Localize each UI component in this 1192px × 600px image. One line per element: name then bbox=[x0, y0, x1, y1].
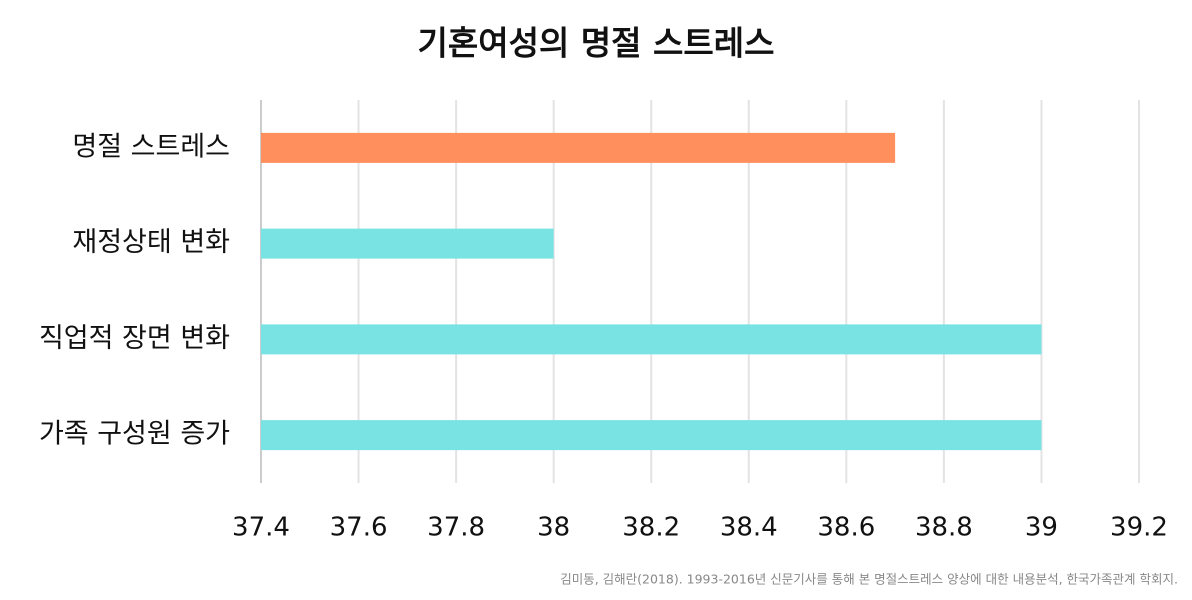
bar bbox=[261, 324, 1042, 355]
y-tick-label: 재정상태 변화 bbox=[72, 227, 230, 258]
y-tick-label: 직업적 장면 변화 bbox=[39, 323, 230, 354]
x-tick-label: 38.4 bbox=[720, 513, 778, 543]
x-tick-label: 39 bbox=[1025, 513, 1058, 543]
x-tick-label: 39.2 bbox=[1110, 513, 1168, 543]
x-tick-label: 37.6 bbox=[330, 513, 388, 543]
bar bbox=[261, 132, 896, 163]
x-tick-label: 38.8 bbox=[915, 513, 973, 543]
x-tick-label: 37.8 bbox=[427, 513, 485, 543]
bar bbox=[261, 420, 1042, 451]
chart-title: 기혼여성의 명절 스트레스 bbox=[418, 24, 775, 63]
x-tick-label: 38.2 bbox=[622, 513, 680, 543]
bar bbox=[261, 228, 554, 259]
y-tick-label: 명절 스트레스 bbox=[72, 131, 230, 162]
x-tick-label: 38 bbox=[537, 513, 570, 543]
source-note: 김미동, 김해란(2018). 1993-2016년 신문기사를 통해 본 명절… bbox=[560, 572, 1178, 587]
x-tick-label: 38.6 bbox=[817, 513, 875, 543]
y-tick-label: 가족 구성원 증가 bbox=[39, 419, 230, 450]
x-tick-label: 37.4 bbox=[232, 513, 290, 543]
